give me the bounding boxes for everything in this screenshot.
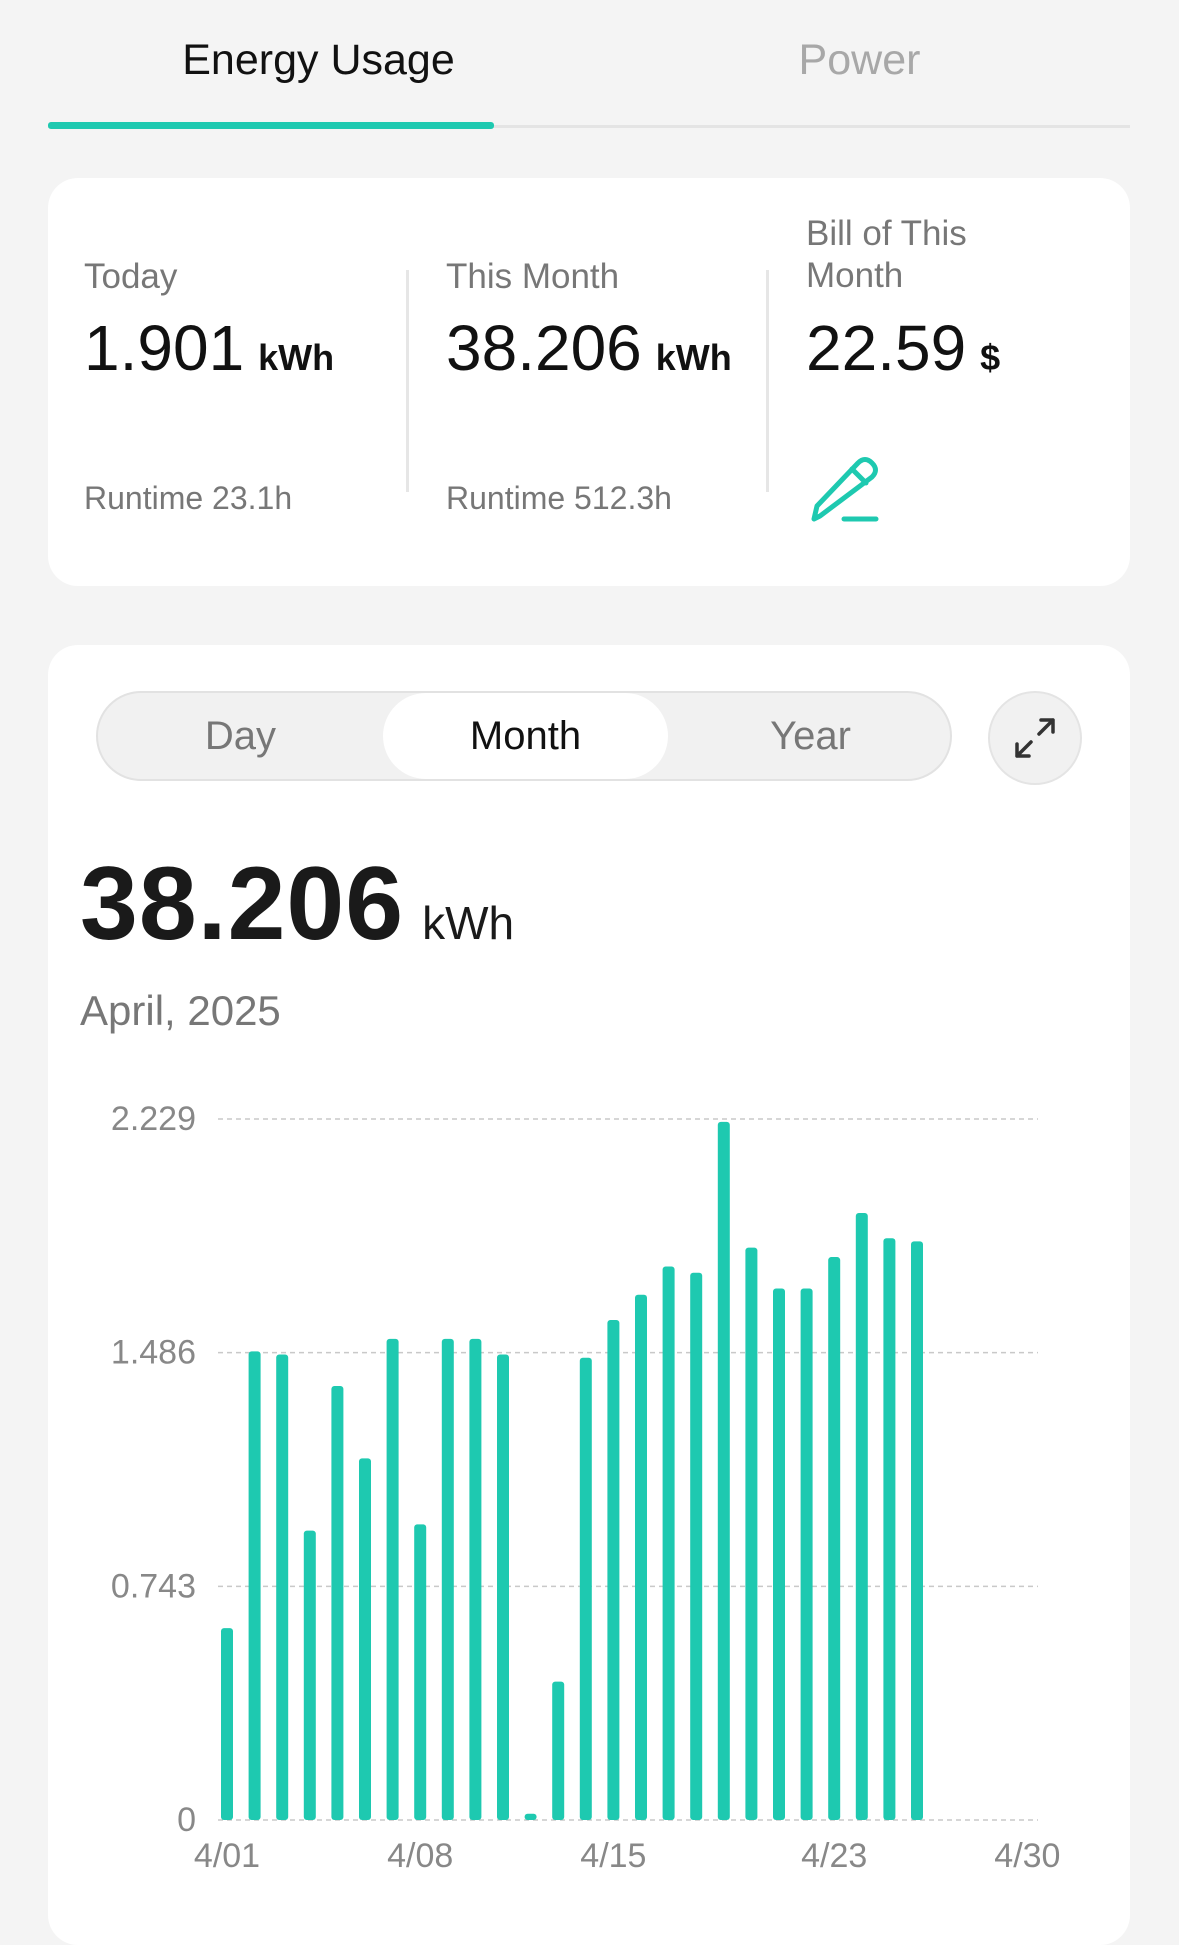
bar [414,1524,427,1820]
stat-divider [766,270,769,492]
today-value-unit: kWh [258,337,335,378]
this-month-runtime: Runtime 512.3h [446,480,672,516]
period-month[interactable]: Month [383,693,668,779]
this-month-value-number: 38.206 [446,312,642,384]
bar [773,1288,785,1820]
y-tick-label: 0.743 [111,1567,196,1605]
total-usage: 38.206 kWh [80,845,514,964]
bar [607,1319,620,1820]
bar [911,1241,923,1820]
bar [248,1351,261,1820]
x-tick-label: 4/30 [994,1837,1060,1875]
this-month-value: 38.206 kWh [446,308,732,398]
summary-card: Today 1.901 kWh Runtime 23.1h This Month … [48,178,1130,586]
bill-stat: Bill of This Month 22.59 $ [806,178,1146,586]
pencil-edit-icon[interactable] [806,448,884,528]
stat-divider [406,270,409,492]
y-tick-label: 0 [177,1801,196,1839]
bar [441,1338,454,1820]
active-tab-indicator [48,122,494,129]
bill-value-number: 22.59 [806,312,967,384]
tab-power[interactable]: Power [798,36,921,84]
bar [579,1357,592,1820]
today-value-number: 1.901 [84,312,245,384]
bar [303,1530,316,1820]
today-runtime: Runtime 23.1h [84,480,293,516]
bar [800,1288,813,1820]
this-month-label: This Month [446,257,620,296]
bar [828,1257,841,1820]
bar [331,1386,344,1820]
x-tick-label: 4/01 [194,1837,260,1875]
bar [717,1121,730,1820]
bar [221,1628,233,1820]
today-value: 1.901 kWh [84,308,334,398]
bar [855,1213,868,1820]
bar [359,1458,371,1820]
bar [883,1238,896,1820]
expand-arrows-icon [1015,718,1055,758]
period-selector: Day Month Year [96,691,952,781]
bar [497,1354,509,1820]
tab-energy-usage[interactable]: Energy Usage [182,36,455,84]
bar [552,1681,565,1820]
bar [276,1354,289,1820]
usage-bar-chart: 0 0.743 1.486 2.229 4/01 4/08 4/15 4/23 4/30 [111,1100,1061,1875]
bar [690,1272,703,1820]
period-year[interactable]: Year [770,714,851,758]
chart-card: Day Month Year 38.206 kWh April, 2025 0 0.… [48,645,1130,1945]
bill-value-unit: $ [980,337,1001,378]
bar [386,1338,399,1820]
this-month-stat: This Month 38.206 kWh Runtime 512.3h [446,178,786,586]
today-label: Today [84,257,178,296]
today-stat: Today 1.901 kWh Runtime 23.1h [84,178,424,586]
bar [662,1266,675,1820]
tab-track [48,125,1130,128]
total-usage-value: 38.206 [80,846,405,962]
period-day[interactable]: Day [204,714,277,758]
bill-label: Bill of This Month [806,214,967,295]
y-tick-label: 2.229 [111,1100,196,1138]
x-tick-label: 4/15 [580,1837,646,1875]
bar [469,1338,482,1820]
total-usage-unit: kWh [422,897,515,949]
bar [524,1813,537,1820]
bill-value: 22.59 $ [806,308,1000,398]
expand-button[interactable] [988,691,1082,785]
period-date: April, 2025 [80,987,281,1034]
bar [745,1247,758,1820]
x-tick-label: 4/23 [801,1837,867,1875]
this-month-value-unit: kWh [655,337,732,378]
y-tick-label: 1.486 [111,1334,196,1372]
bar [635,1294,647,1820]
tab-bar: Energy Usage Power [48,0,1130,130]
x-tick-label: 4/08 [387,1837,453,1875]
